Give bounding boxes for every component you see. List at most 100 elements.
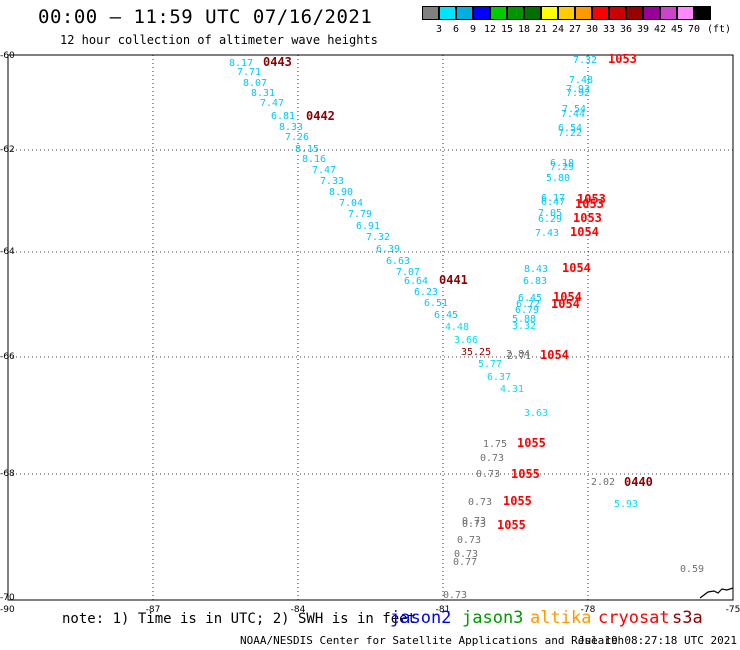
pass-id-label: 1054 <box>551 297 580 311</box>
wave-height-label: 5.77 <box>478 359 502 370</box>
colorbar-label: 39 <box>636 24 650 35</box>
pass-id-label: 1053 <box>577 192 606 206</box>
wave-height-label: 4.31 <box>500 384 524 395</box>
longitude-label: -84 <box>291 605 306 615</box>
wave-height-label: 7.05 <box>538 208 562 219</box>
wave-height-label: 6.45 <box>434 310 458 321</box>
colorbar-label: 9 <box>469 24 477 35</box>
latitude-label: -62 <box>0 145 15 155</box>
map-frame <box>7 54 734 601</box>
wave-height-label: 3.66 <box>454 335 478 346</box>
colorbar-label: 27 <box>568 24 582 35</box>
pass-id-layer: 0443044204410440105310531053105310541054… <box>263 52 653 532</box>
wave-height-label: 7.04 <box>339 198 363 209</box>
mission-s3a: s3a <box>672 608 703 628</box>
graticule <box>8 55 733 600</box>
wave-height-label: 7.43 <box>535 228 559 239</box>
colorbar-swatch <box>558 6 575 20</box>
wave-height-label: 7.48 <box>569 75 593 86</box>
wave-height-label: 7.22 <box>558 128 582 139</box>
longitude-label: -87 <box>146 605 161 615</box>
wave-height-label: 7.29 <box>550 162 574 173</box>
colorbar-label: 12 <box>483 24 497 35</box>
pass-id-label: 0443 <box>263 55 292 69</box>
wave-height-label: 6.37 <box>487 372 511 383</box>
pass-id-label: 0441 <box>439 273 468 287</box>
longitude-label: -78 <box>581 605 596 615</box>
wave-height-label: 7.44 <box>561 109 585 120</box>
mission-jason2: jason2 <box>390 608 452 628</box>
colorbar-label: 6 <box>452 24 460 35</box>
colorbar-swatch <box>490 6 507 20</box>
pass-id-label: 1053 <box>608 52 637 66</box>
pass-id-label: 1053 <box>575 197 604 211</box>
wave-height-label: 8.31 <box>251 88 275 99</box>
map-subtitle: 12 hour collection of altimeter wave hei… <box>60 33 378 47</box>
pass-id-label: 1055 <box>511 467 540 481</box>
timestamp-text: Jul 19 08:27:18 UTC 2021 <box>578 634 737 647</box>
pass-id-label: 1053 <box>573 211 602 225</box>
colorbar-swatch <box>626 6 643 20</box>
latitude-label: -70 <box>0 593 15 603</box>
colorbar-swatch <box>422 6 439 20</box>
wave-height-label: 0.73 <box>443 590 467 601</box>
wave-height-label: 8.90 <box>329 187 353 198</box>
wave-height-label: 8.07 <box>243 78 267 89</box>
colorbar-label: 45 <box>670 24 684 35</box>
colorbar-label: 21 <box>534 24 548 35</box>
wave-height-label: 6.81 <box>271 111 295 122</box>
wave-height-label: 8.16 <box>302 154 326 165</box>
colorbar-label: 36 <box>619 24 633 35</box>
wave-height-label: 7.32 <box>366 232 390 243</box>
wave-height-label: 0.73 <box>468 497 492 508</box>
longitude-label: -81 <box>436 605 451 615</box>
footer-note: note: 1) Time is in UTC; 2) SWH is in fe… <box>62 611 417 627</box>
pass-id-label: 1054 <box>562 261 591 275</box>
pass-id-label: 1054 <box>540 348 569 362</box>
wave-height-label: 3.63 <box>524 408 548 419</box>
wave-height-label: 6.51 <box>424 298 448 309</box>
wave-height-label: 7.47 <box>312 165 336 176</box>
wave-height-label: 5.93 <box>614 499 638 510</box>
wave-height-label: 6.47 <box>541 197 565 208</box>
colorbar-label: 24 <box>551 24 565 35</box>
wave-height-label: 7.93 <box>566 84 590 95</box>
colorbar-label: 18 <box>517 24 531 35</box>
pass-id-label: 1054 <box>570 225 599 239</box>
wave-height-label: 7.71 <box>237 67 261 78</box>
wave-height-label: 2.71 <box>507 351 531 362</box>
wave-height-label: 6.83 <box>523 276 547 287</box>
wave-height-label: 5.88 <box>512 314 536 325</box>
wave-height-label: 7.79 <box>348 209 372 220</box>
wave-height-label: 8.15 <box>295 144 319 155</box>
wave-height-label: 7.92 <box>566 88 590 99</box>
wave-height-label: 0.73 <box>462 519 486 530</box>
mission-altika: altika <box>530 608 592 628</box>
wave-height-label: 8.43 <box>524 264 548 275</box>
pass-id-label: 1055 <box>503 494 532 508</box>
wave-height-label: 35.25 <box>461 347 491 358</box>
wave-height-label: 4.48 <box>445 322 469 333</box>
colorbar-swatch <box>439 6 456 20</box>
axis-labels: -60 -62 -64 -66 -68 -70 -90 -87 -84 -81 -78 -75 <box>0 51 740 615</box>
wave-height-label: 7.26 <box>285 132 309 143</box>
wave-height-label: 6.18 <box>550 158 574 169</box>
wave-height-label: 7.33 <box>320 176 344 187</box>
colorbar-unit: (ft) <box>706 24 732 35</box>
wave-height-label: 0.73 <box>457 535 481 546</box>
wave-height-label: 3.32 <box>512 321 536 332</box>
longitude-label: -90 <box>0 605 15 615</box>
mission-jason3: jason3 <box>462 608 524 628</box>
wave-height-label: 6.45 <box>518 293 542 304</box>
colorbar-swatch <box>694 6 711 20</box>
colorbar-swatch <box>524 6 541 20</box>
colorbar-label: 70 <box>687 24 701 35</box>
wave-height-label: 0.59 <box>680 564 704 575</box>
wave-height-label: 6.91 <box>356 221 380 232</box>
wave-height-label: 6.63 <box>386 256 410 267</box>
wave-height-label: 6.29 <box>538 214 562 225</box>
wave-height-label: 2.02 <box>591 477 615 488</box>
colorbar-swatch <box>609 6 626 20</box>
wave-height-label: 0.73 <box>462 516 486 527</box>
